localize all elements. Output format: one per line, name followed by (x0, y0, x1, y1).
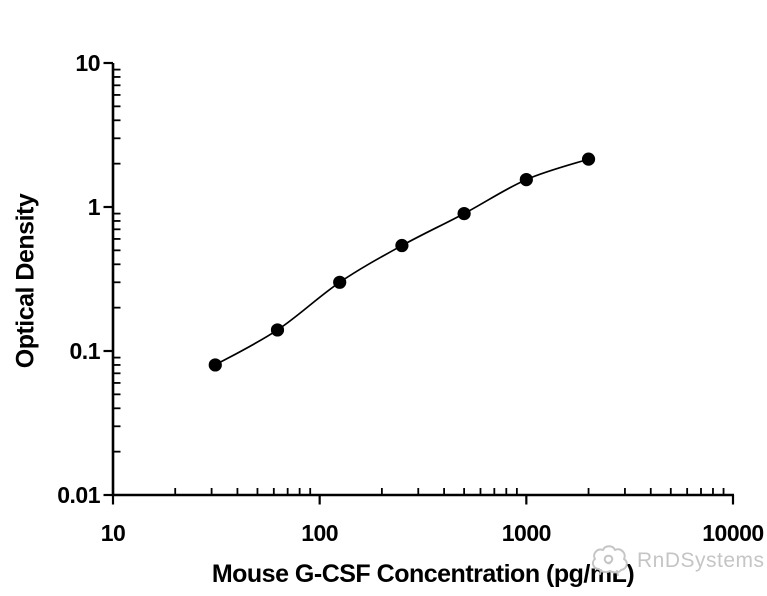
rnd-systems-goat-logo-icon (591, 545, 628, 576)
x-tick-label: 10 (101, 520, 126, 546)
data-point-marker (395, 238, 409, 253)
y-tick-label: 0.01 (57, 482, 100, 508)
x-tick-label: 1000 (502, 520, 551, 546)
axes-spines (111, 63, 734, 497)
x-tick-label: 100 (301, 520, 338, 546)
data-point-marker (208, 358, 222, 372)
data-point-marker (333, 275, 347, 289)
data-point-marker (457, 206, 471, 221)
watermark: RnDSystems (584, 544, 765, 577)
y-tick-label: 1 (88, 194, 101, 220)
data-point-marker (270, 323, 285, 337)
y-axis-title: Optical Density (11, 193, 40, 369)
watermark-text: RnDSystems (637, 548, 765, 572)
y-tick-label: 0.1 (70, 338, 101, 364)
y-tick-label: 10 (75, 50, 100, 76)
x-tick-label: 10000 (702, 520, 763, 546)
data-point-marker (581, 152, 596, 166)
data-point-marker (519, 172, 533, 187)
x-axis-title: Mouse G-CSF Concentration (pg/mL) (211, 560, 635, 588)
standard-curve-line (214, 158, 589, 366)
